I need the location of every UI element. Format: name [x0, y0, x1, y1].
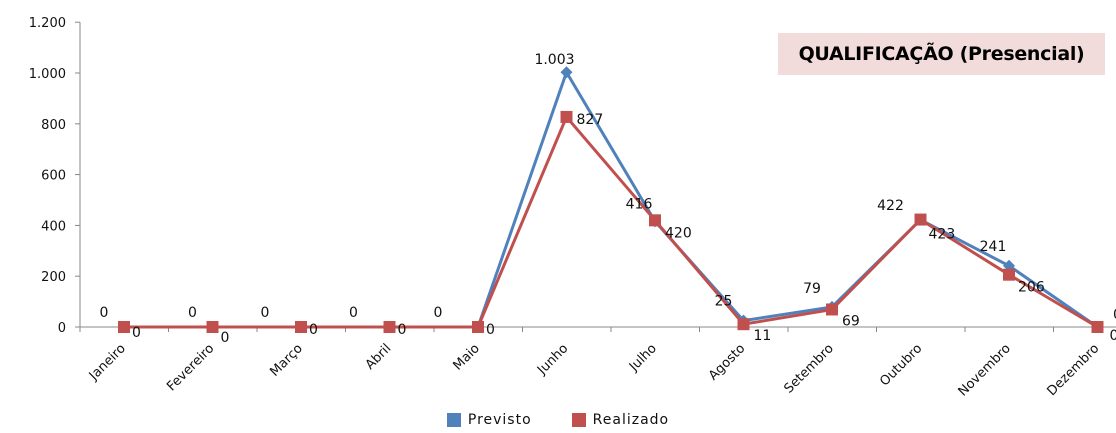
legend-swatch-realizado	[571, 413, 586, 427]
y-tick-label: 200	[41, 270, 66, 285]
x-tick-label: Fevereiro	[164, 341, 217, 394]
data-label-realizado: 0	[221, 330, 230, 346]
data-label-previsto: 0	[188, 305, 197, 321]
data-label-previsto: 0	[349, 305, 358, 321]
data-label-previsto: 0	[261, 305, 270, 321]
data-label-realizado: 0	[486, 322, 495, 338]
point-realizado	[206, 321, 219, 333]
point-realizado	[737, 318, 750, 331]
data-label-realizado: 0	[132, 325, 141, 341]
x-tick-label: Junho	[534, 341, 571, 378]
data-label-realizado: 420	[665, 225, 692, 241]
data-label-realizado: 0	[398, 322, 407, 338]
y-tick-label: 0	[58, 321, 66, 336]
data-label-previsto: 0	[100, 305, 109, 321]
data-label-realizado: 0	[1110, 328, 1116, 344]
chart-title: QUALIFICAÇÃO (Presencial)	[778, 33, 1105, 75]
point-realizado	[649, 214, 661, 227]
x-tick-label: Janeiro	[86, 341, 129, 384]
y-tick-label: 400	[41, 219, 66, 234]
x-tick-label: Agosto	[706, 341, 748, 383]
data-label-previsto: 0	[1113, 307, 1116, 323]
x-tick-label: Março	[267, 341, 305, 379]
data-label-previsto: 25	[715, 294, 733, 310]
x-tick-label: Julho	[626, 341, 660, 375]
point-realizado	[1003, 268, 1015, 281]
legend-label-realizado: Realizado	[592, 412, 670, 428]
y-tick-label: 1.000	[29, 67, 66, 82]
point-realizado	[118, 321, 130, 333]
x-tick-label: Outubro	[877, 341, 925, 389]
series-line-realizado	[124, 115, 1099, 329]
data-label-previsto: 422	[877, 198, 904, 214]
data-label-previsto: 416	[626, 196, 653, 212]
point-realizado	[383, 321, 396, 333]
point-realizado	[560, 110, 573, 123]
data-label-previsto: 241	[980, 239, 1007, 255]
y-tick-label: 600	[41, 169, 66, 184]
legend-item-realizado: Realizado	[571, 412, 670, 428]
data-label-realizado: 206	[1018, 280, 1045, 296]
legend-swatch-previsto	[446, 413, 461, 427]
x-tick-label: Dezembro	[1045, 341, 1103, 399]
data-label-realizado: 423	[929, 227, 956, 243]
data-label-realizado: 0	[309, 322, 318, 338]
data-label-previsto: 1.003	[534, 52, 574, 68]
legend-label-previsto: Previsto	[467, 412, 532, 428]
y-tick-label: 800	[41, 118, 66, 133]
legend: Previsto Realizado	[0, 412, 1116, 428]
point-realizado	[472, 321, 484, 333]
y-tick-label: 1.200	[29, 16, 66, 31]
x-tick-label: Abril	[363, 341, 395, 373]
data-label-realizado: 827	[577, 112, 604, 128]
data-label-realizado: 69	[842, 313, 860, 329]
legend-item-previsto: Previsto	[446, 412, 532, 428]
x-tick-label: Novembro	[956, 341, 1014, 399]
series-line-previsto	[124, 70, 1099, 329]
point-realizado	[914, 213, 927, 226]
point-realizado	[1091, 321, 1104, 333]
x-tick-label: Setembro	[781, 341, 836, 396]
data-label-previsto: 79	[803, 281, 821, 297]
data-label-realizado: 11	[754, 328, 772, 344]
point-realizado	[295, 321, 307, 333]
point-previsto	[560, 66, 573, 79]
data-label-previsto: 0	[434, 305, 443, 321]
point-realizado	[826, 303, 838, 316]
x-tick-label: Maio	[450, 341, 482, 373]
